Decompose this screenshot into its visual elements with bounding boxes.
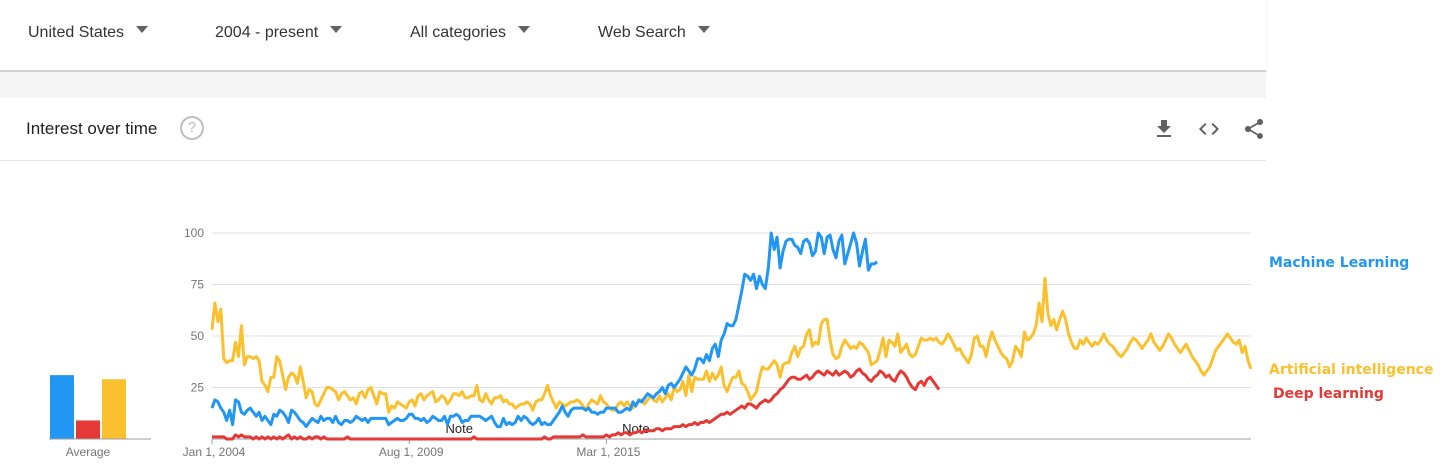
y-axis-ticks: 25 50 75 100: [184, 226, 204, 395]
caret-down-icon: [330, 26, 343, 34]
series-line-artificial-intelligence: [210, 276, 1253, 414]
x-tick-label: Jan 1, 2004: [183, 445, 246, 459]
average-label: Average: [66, 445, 111, 459]
x-tick-label: Mar 1, 2015: [576, 445, 640, 459]
chart-series: [210, 231, 1253, 441]
average-bar: [76, 420, 100, 439]
embed-code-icon[interactable]: [1197, 117, 1221, 141]
category-dropdown[interactable]: All categories: [410, 24, 531, 42]
caret-down-icon: [697, 26, 710, 34]
series-label: Deep learning: [1273, 386, 1384, 402]
chart-gridlines: [212, 232, 1251, 440]
note-label[interactable]: Note: [446, 421, 473, 436]
series-label: Machine Learning: [1269, 255, 1409, 271]
average-bar: [50, 375, 74, 439]
category-label: All categories: [410, 24, 507, 41]
search-type-label: Web Search: [598, 24, 686, 41]
filter-toolbar: United States 2004 - present All categor…: [0, 0, 1266, 72]
caret-down-icon: [136, 26, 149, 34]
time-range-dropdown[interactable]: 2004 - present: [215, 24, 343, 42]
average-bar-chart: Average: [49, 375, 151, 459]
average-bar: [102, 379, 126, 439]
y-tick-label: 75: [191, 278, 205, 292]
series-line-deep-learning: [212, 367, 941, 441]
help-circle-icon[interactable]: ?: [180, 116, 204, 140]
card-header: Interest over time ?: [0, 98, 1266, 161]
series-label: Artificial intelligence: [1269, 362, 1433, 378]
section-spacer: [0, 72, 1266, 98]
share-icon[interactable]: [1242, 117, 1266, 141]
download-icon[interactable]: [1152, 117, 1176, 141]
region-label: United States: [28, 24, 125, 41]
caret-down-icon: [518, 26, 531, 34]
series-line-machine-learning: [210, 231, 879, 429]
x-axis-ticks: Jan 1, 2004 Aug 1, 2009 Mar 1, 2015: [183, 439, 641, 459]
interest-over-time-chart: 25 50 75 100 Jan 1, 2004 Aug 1, 2009 Mar 1, 2…: [49, 226, 1433, 459]
x-tick-label: Aug 1, 2009: [379, 445, 444, 459]
series-labels: Machine Learning Artificial intelligence D…: [1269, 255, 1433, 402]
y-tick-label: 100: [184, 226, 204, 240]
card-title: Interest over time: [26, 119, 158, 138]
time-range-label: 2004 - present: [215, 24, 319, 41]
y-tick-label: 25: [191, 381, 205, 395]
region-dropdown[interactable]: United States: [28, 24, 149, 42]
search-type-dropdown[interactable]: Web Search: [598, 24, 710, 42]
y-tick-label: 50: [191, 329, 205, 343]
